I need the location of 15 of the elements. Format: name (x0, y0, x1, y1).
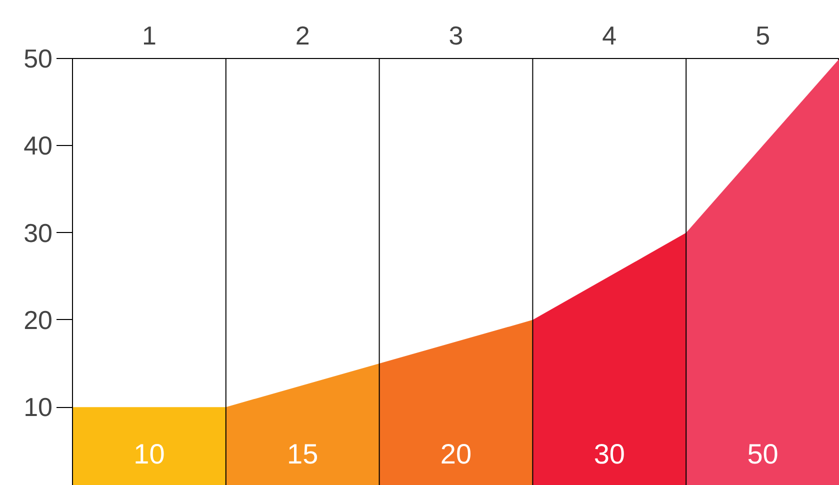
x-tick-label: 4 (602, 20, 617, 50)
y-tick-label: 30 (24, 218, 52, 248)
annotation: 15 (287, 438, 318, 470)
x-tick-label: 5 (756, 20, 770, 50)
x-tick-label: 3 (448, 20, 464, 50)
y-tick-label: 50 (24, 44, 52, 74)
y-tick-label: 20 (24, 304, 52, 335)
annotation: 10 (134, 438, 165, 470)
x-tick-label: 1 (142, 20, 156, 50)
annotation: 30 (594, 438, 625, 470)
y-tick-label: 10 (24, 392, 52, 422)
annotation: 50 (747, 438, 778, 470)
y-tick-label: 40 (24, 130, 52, 161)
annotation: 20 (440, 438, 472, 470)
x-tick-label: 2 (295, 20, 310, 50)
